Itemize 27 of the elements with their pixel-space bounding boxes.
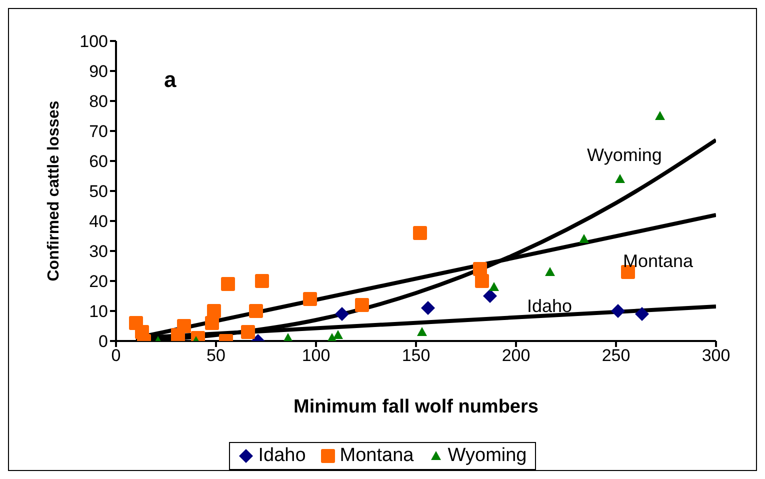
y-tick-label: 60 (89, 152, 108, 172)
legend-label: Montana (338, 445, 414, 467)
y-tick-label: 40 (89, 212, 108, 232)
annotation: a (164, 67, 176, 93)
y-tick-label: 100 (80, 32, 108, 52)
x-tick-label: 250 (602, 346, 630, 366)
y-tick-label: 30 (89, 242, 108, 262)
y-tick-label: 50 (89, 182, 108, 202)
y-tick-label: 90 (89, 62, 108, 82)
legend-label: Idaho (257, 445, 306, 467)
x-tick-label: 200 (502, 346, 530, 366)
x-tick-label: 100 (302, 346, 330, 366)
y-tick-label: 0 (98, 332, 108, 352)
annotation: Montana (623, 251, 694, 272)
x-tick-label: 300 (702, 346, 730, 366)
annotation: Wyoming (587, 145, 662, 166)
annotation: Idaho (527, 296, 572, 317)
x-tick-label: 0 (111, 346, 121, 366)
x-tick-label: 50 (206, 346, 226, 366)
x-tick-label: 150 (402, 346, 430, 366)
x-axis-title: Minimum fall wolf numbers (294, 396, 538, 418)
y-tick-label: 70 (89, 122, 108, 142)
y-tick-label: 20 (89, 272, 108, 292)
y-tick-label: 80 (89, 92, 108, 112)
y-tick-label: 10 (89, 302, 108, 322)
y-axis-title: Confirmed cattle losses (46, 100, 63, 282)
legend-label: Wyoming (446, 445, 527, 467)
